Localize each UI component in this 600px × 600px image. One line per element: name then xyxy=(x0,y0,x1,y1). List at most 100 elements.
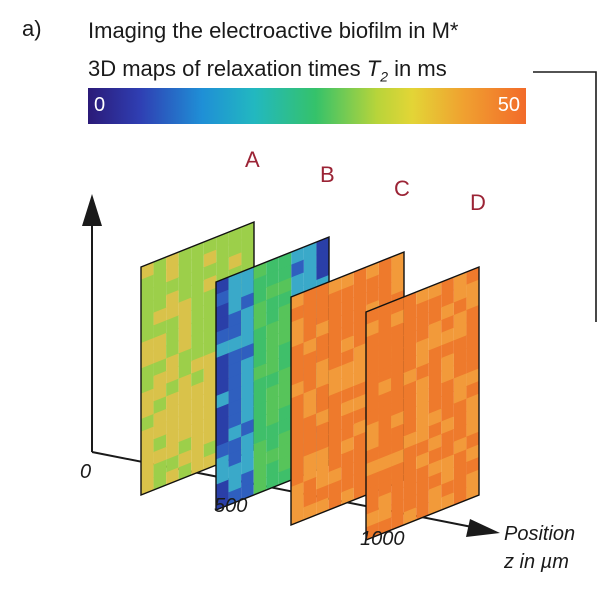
pixel-cell xyxy=(466,355,479,374)
pixel-cell xyxy=(153,383,167,402)
pixel-cell xyxy=(403,380,417,399)
pixel-cell xyxy=(391,461,404,480)
pixel-cell xyxy=(453,386,467,405)
pixel-cell xyxy=(203,287,217,306)
pixel-cell xyxy=(241,234,254,253)
pixel-cell xyxy=(253,401,267,420)
pixel-cell xyxy=(441,365,454,384)
pixel-cell xyxy=(416,464,429,483)
pixel-cell xyxy=(378,390,392,409)
pixel-cell xyxy=(366,357,379,376)
pixel-cell xyxy=(203,389,217,408)
pixel-cell xyxy=(303,325,317,344)
pixel-cell xyxy=(316,370,329,389)
pixel-cell xyxy=(378,416,392,435)
pixel-cell xyxy=(353,317,367,336)
pixel-cell xyxy=(266,320,279,339)
pixel-cell xyxy=(391,499,404,518)
pixel-cell xyxy=(228,227,242,246)
pixel-cell xyxy=(141,338,154,357)
pixel-cell xyxy=(316,358,329,377)
pixel-cell xyxy=(353,444,367,463)
pixel-cell xyxy=(278,290,292,309)
pixel-cell xyxy=(316,484,329,503)
pixel-cell xyxy=(141,350,154,369)
pixel-cell xyxy=(178,411,192,430)
pixel-cell xyxy=(203,414,217,433)
pixel-cell xyxy=(166,252,179,271)
pixel-cell xyxy=(366,446,379,465)
pixel-cell xyxy=(453,411,467,430)
pixel-cell xyxy=(453,348,467,367)
pixel-cell xyxy=(441,416,454,435)
pixel-cell xyxy=(166,328,179,347)
pixel-cell xyxy=(228,272,242,291)
pixel-cell xyxy=(253,287,267,306)
pixel-cell xyxy=(191,406,204,425)
pixel-cell xyxy=(191,356,204,375)
pixel-cell xyxy=(341,322,354,341)
pixel-cell xyxy=(228,398,242,417)
pixel-cell xyxy=(216,391,229,410)
pixel-cell xyxy=(416,312,429,331)
pixel-cell xyxy=(178,310,192,329)
pixel-cell xyxy=(428,434,442,453)
pixel-cell xyxy=(291,431,304,450)
pixel-cell xyxy=(203,401,217,420)
pixel-cell xyxy=(453,436,467,455)
pixel-cell xyxy=(291,482,304,501)
pixel-cell xyxy=(241,292,254,311)
pixel-cell xyxy=(428,307,442,326)
pixel-cell xyxy=(216,244,229,263)
pixel-cell xyxy=(278,378,292,397)
pixel-cell xyxy=(303,464,317,483)
pixel-cell xyxy=(241,469,254,488)
pixel-cell xyxy=(278,454,292,473)
pixel-cell xyxy=(328,441,342,460)
pixel-cell xyxy=(278,391,292,410)
pixel-cell xyxy=(228,297,242,316)
pixel-cell xyxy=(228,239,242,258)
pixel-cell xyxy=(203,300,217,319)
pixel-cell xyxy=(403,292,417,311)
pixel-cell xyxy=(366,497,379,516)
pixel-cell xyxy=(353,431,367,450)
pixel-cell xyxy=(241,457,254,476)
pixel-cell xyxy=(178,285,192,304)
pixel-cell xyxy=(141,414,154,433)
pixel-cell xyxy=(341,474,354,493)
pixel-cell xyxy=(466,317,479,336)
pixel-cell xyxy=(378,441,392,460)
pixel-cell xyxy=(366,509,379,528)
pixel-cell xyxy=(353,330,367,349)
x-axis-label-line2: z in µm xyxy=(503,551,569,573)
pixel-cell xyxy=(391,252,404,271)
pixel-cell xyxy=(253,325,267,344)
pixel-cell xyxy=(316,459,329,478)
pixel-cell xyxy=(178,449,192,468)
pixel-cell xyxy=(141,388,154,407)
pixel-cell xyxy=(453,398,467,417)
pixel-cell xyxy=(266,459,279,478)
figure-title: Imaging the electroactive biofilm in M* xyxy=(88,18,459,43)
pixel-cell xyxy=(366,433,379,452)
pixel-cell xyxy=(391,264,404,283)
pixel-cell xyxy=(253,452,267,471)
pixel-cell xyxy=(353,368,367,387)
pixel-cell xyxy=(166,264,179,283)
pixel-cell xyxy=(341,310,354,329)
pixel-cell xyxy=(278,277,292,296)
pixel-cell xyxy=(153,269,167,288)
pixel-cell xyxy=(241,279,254,298)
pixel-cell xyxy=(141,439,154,458)
pixel-cell xyxy=(291,259,304,278)
pixel-cell xyxy=(428,421,442,440)
pixel-cell xyxy=(403,431,417,450)
pixel-cell xyxy=(266,345,279,364)
pixel-cell xyxy=(316,408,329,427)
pixel-cell xyxy=(216,315,229,334)
pixel-cell xyxy=(191,419,204,438)
pixel-cell xyxy=(266,269,279,288)
pixel-cell xyxy=(166,315,179,334)
pixel-cell xyxy=(466,431,479,450)
